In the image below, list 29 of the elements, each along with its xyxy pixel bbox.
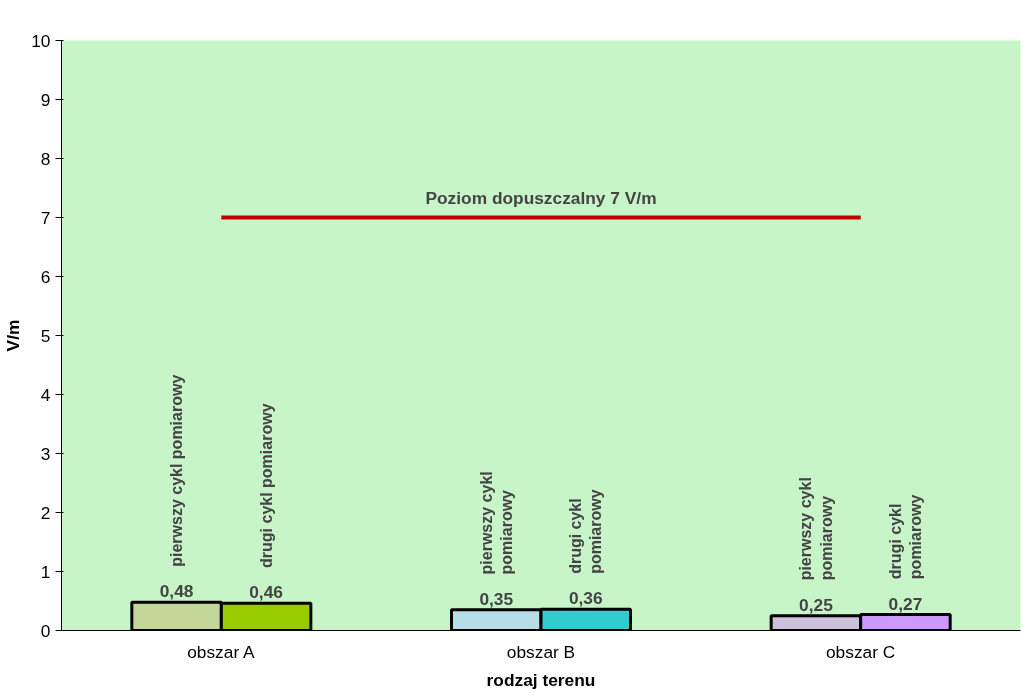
data-label: 0,35 [479,588,514,609]
x-axis-title: rodzaj terenu [486,669,596,690]
data-label: 0,27 [888,593,923,614]
text: drugi cykl pomiarowy [257,403,275,568]
y-tick-label: 10 [31,30,51,51]
data-label: 0,25 [799,594,834,615]
text: drugi cykl pomiarowy [567,489,605,574]
y-tick-label: 0 [40,620,51,641]
y-tick-label: 2 [40,502,51,523]
data-label: 0,36 [568,588,603,609]
data-label: 0,46 [249,582,284,603]
text: pierwszy cykl pomiarowy [797,477,835,581]
x-tick-label: obszar A [187,641,256,662]
x-tick-label: obszar B [506,641,576,662]
y-tick-label: 7 [40,207,51,228]
y-tick-label: 4 [40,384,51,405]
data-label: 0,48 [159,581,194,602]
y-tick-label: 1 [40,561,51,582]
y-tick-label: 3 [40,443,51,464]
text: pierwszy cykl pomiarowy [477,471,515,575]
y-tick-label: 9 [40,89,51,110]
y-tick-label: 8 [40,148,51,169]
text: pierwszy cykl pomiarowy [168,374,186,567]
y-tick-label: 6 [40,266,51,287]
y-axis-title: V/m [3,319,24,352]
text: drugi cykl pomiarowy [886,494,925,580]
y-tick-label: 5 [40,325,51,346]
x-tick-label: obszar C [826,641,896,662]
ref-line-label: Poziom dopuszczalny 7 V/m [425,187,657,208]
